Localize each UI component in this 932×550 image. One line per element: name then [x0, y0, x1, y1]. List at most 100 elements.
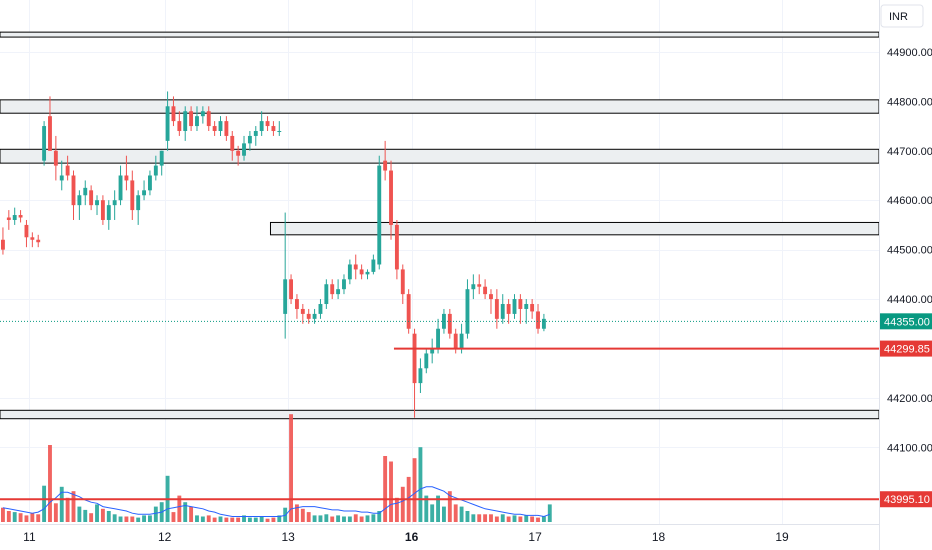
volume-bar — [130, 516, 135, 522]
candle-body — [365, 271, 370, 275]
zone-box — [269, 221, 880, 236]
candle-body — [377, 165, 382, 265]
candle-body — [330, 284, 335, 295]
candle-body — [12, 215, 17, 220]
candle-body — [477, 284, 482, 287]
volume-bar — [518, 516, 523, 522]
volume-bar — [312, 515, 317, 522]
price-tags: 44355.00 44299.85 43995.10 — [880, 313, 932, 508]
volume-bar — [483, 514, 488, 522]
candle — [453, 328, 458, 354]
candle — [265, 116, 270, 131]
candle-body — [171, 106, 176, 122]
candle — [195, 106, 199, 131]
candle-body — [42, 126, 47, 161]
candle-body — [489, 294, 493, 300]
candle — [212, 121, 217, 136]
candle — [447, 308, 452, 339]
candle-body — [259, 121, 264, 131]
volume-bar — [377, 511, 382, 522]
candle-body — [536, 311, 540, 329]
candle-body — [265, 121, 270, 127]
price-tag-text: 44299.85 — [884, 344, 930, 356]
zone-box — [0, 148, 880, 164]
volume-bar — [465, 511, 470, 522]
volume-bar — [265, 518, 270, 522]
volume-bar — [453, 504, 458, 522]
candle — [365, 269, 370, 280]
price-scale[interactable]: 44900.00 44800.00 44700.00 44600.00 44500.00… — [887, 47, 932, 454]
currency-badge[interactable]: INR — [880, 4, 924, 28]
candle — [530, 299, 535, 319]
volume-bar — [247, 517, 252, 522]
candle — [500, 294, 505, 324]
volume-bar — [330, 516, 335, 522]
volume-bar — [541, 516, 546, 522]
volume-bar — [148, 515, 152, 522]
volume-bar — [153, 506, 158, 522]
candle — [424, 348, 429, 374]
level-lines — [0, 320, 879, 501]
price-tick-label: 44200.00 — [887, 393, 932, 405]
candle — [477, 274, 482, 295]
candle — [394, 219, 399, 280]
candle — [177, 111, 182, 136]
candle-body — [342, 279, 346, 290]
volume-bars — [1, 414, 552, 522]
price-tick-label: 44600.00 — [887, 195, 932, 207]
candle-body — [230, 135, 235, 151]
candle-body — [300, 308, 305, 314]
volume-bar — [300, 508, 305, 522]
candle — [30, 232, 35, 248]
candle — [295, 294, 299, 319]
price-tag-text: 43995.10 — [884, 494, 930, 506]
price-tick-label: 44500.00 — [887, 245, 932, 257]
candle-body — [136, 195, 141, 211]
volume-bar — [547, 504, 552, 522]
candle-body — [494, 299, 499, 319]
candle-body — [65, 165, 70, 176]
candle-body — [500, 304, 505, 319]
price-tick-label: 44900.00 — [887, 47, 932, 59]
volume-bar — [118, 516, 123, 522]
candle-body — [253, 131, 258, 136]
price-tag: 43995.10 — [880, 491, 932, 508]
candle-body — [95, 200, 99, 206]
volume-bar — [359, 516, 364, 522]
candle — [59, 160, 64, 191]
zone-box — [0, 31, 880, 38]
volume-bar — [142, 515, 146, 522]
volume-bar — [183, 502, 188, 522]
volume-bar — [365, 515, 370, 522]
candle — [53, 135, 58, 181]
time-scale[interactable]: 11 12 13 16 17 18 19 — [23, 530, 789, 544]
candle-body — [406, 294, 411, 329]
volume-bar — [353, 514, 358, 522]
candle-body — [471, 284, 476, 290]
candle-body — [242, 143, 246, 156]
candle — [71, 170, 76, 220]
date-tick-label: 19 — [775, 530, 789, 544]
volume-bar — [500, 514, 505, 522]
candle — [318, 299, 323, 319]
volume-bar — [459, 506, 464, 522]
candle-body — [394, 224, 399, 270]
volume-bar — [289, 414, 293, 522]
candle — [383, 140, 388, 181]
volume-bar — [171, 512, 176, 522]
candle-body — [71, 175, 76, 206]
candle — [471, 274, 476, 300]
currency-label: INR — [889, 11, 908, 23]
candle-body — [506, 304, 511, 314]
volume-bar — [177, 495, 182, 522]
candle — [259, 111, 264, 136]
volume-bar — [436, 495, 440, 522]
candle-body — [324, 284, 329, 305]
candle — [36, 234, 41, 248]
candle — [183, 106, 188, 141]
candle-body — [224, 121, 229, 136]
candle-body — [48, 116, 52, 151]
candle-body — [106, 205, 111, 220]
candle-body — [142, 190, 146, 196]
